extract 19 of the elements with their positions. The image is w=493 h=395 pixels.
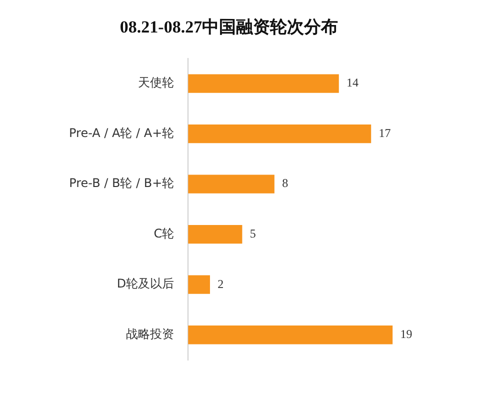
y-tick-label: 天使轮 [138,76,174,90]
bar [188,124,372,144]
bar [188,74,339,93]
data-label: 14 [346,76,359,90]
chart-title: 08.21-08.27中国融资轮次分布 [120,18,338,37]
y-tick-label: C轮 [154,226,174,240]
data-label: 19 [400,327,412,342]
data-label: 8 [282,176,288,190]
data-label: 2 [218,276,224,291]
data-label: 5 [250,226,256,240]
bar [188,275,210,294]
y-tick-label: 战略投资 [126,326,174,341]
bar [188,326,393,344]
bar [188,225,242,244]
bar [188,174,274,194]
y-tick-label: D轮及以后 [116,276,174,291]
y-tick-label: Pre-A / A轮 / A+轮 [69,126,174,140]
y-tick-label: Pre-B / B轮 / B+轮 [69,176,174,190]
data-label: 17 [378,126,391,140]
